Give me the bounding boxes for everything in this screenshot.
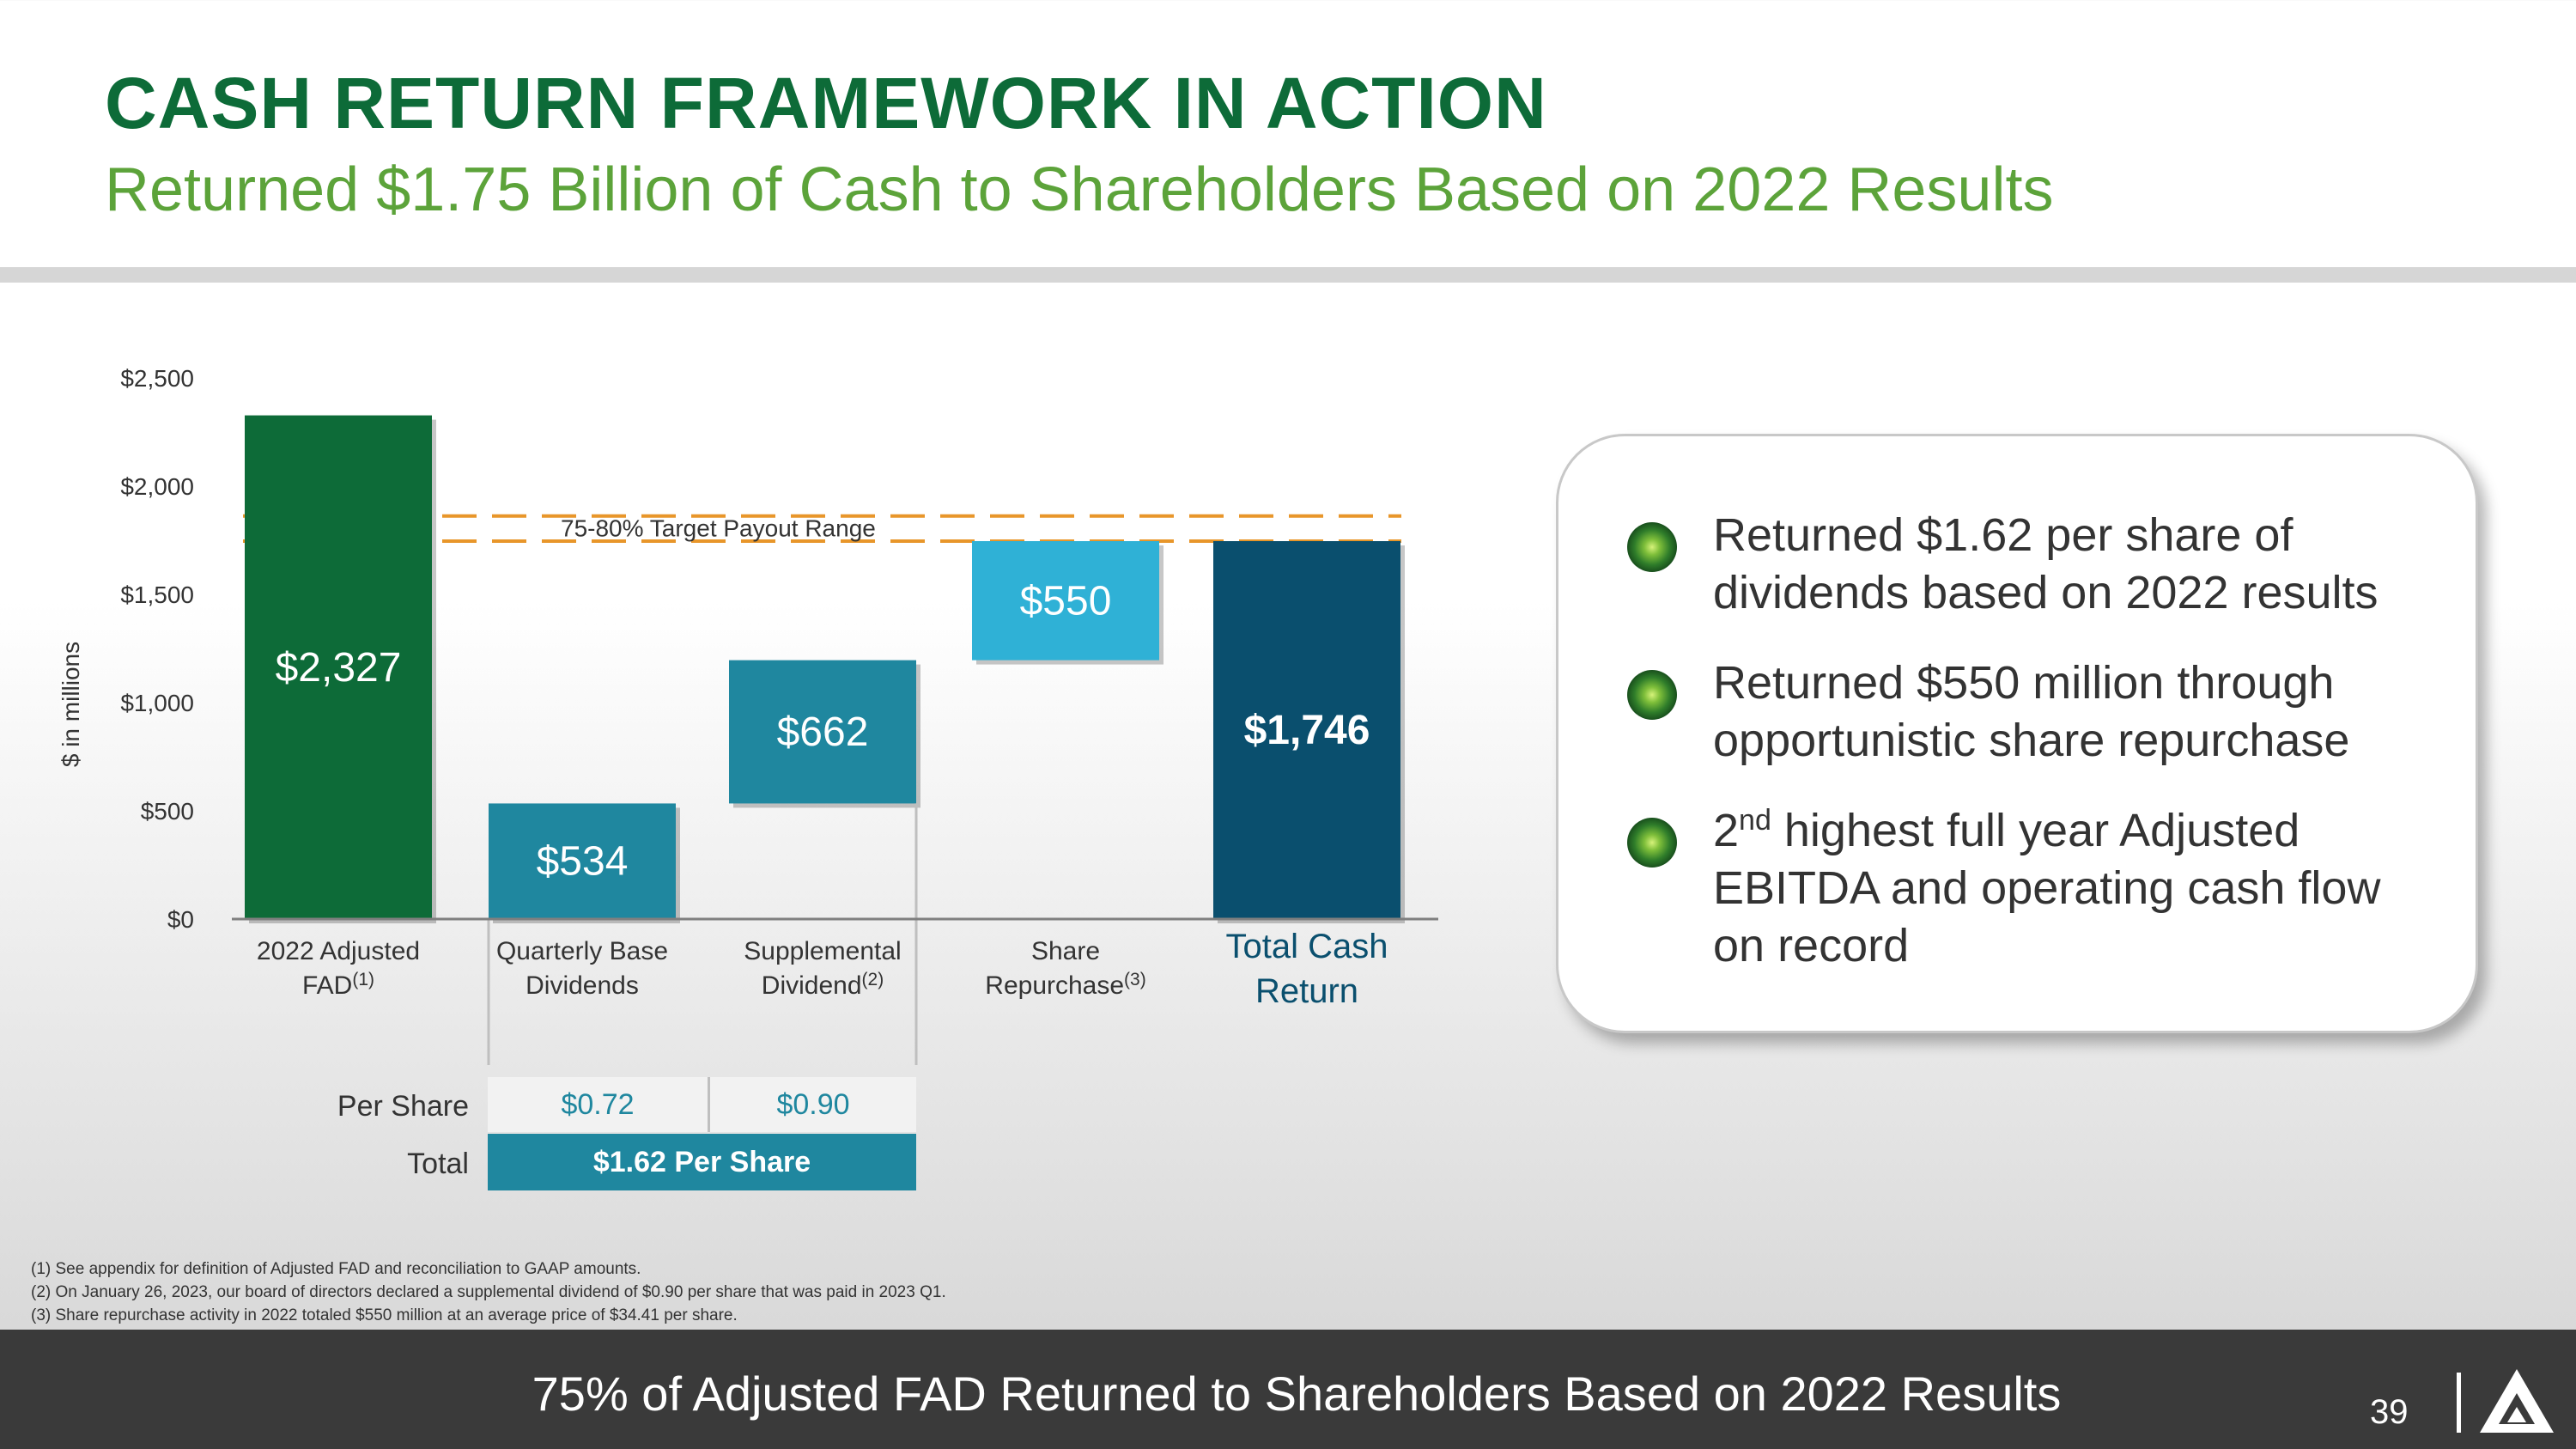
category-label: Quarterly Base — [496, 937, 668, 965]
footer-takeaway: 75% of Adjusted FAD Returned to Sharehol… — [532, 1367, 2062, 1421]
bar — [729, 660, 916, 804]
target-range: 75-80% Target Payout Range — [243, 514, 1401, 544]
bar-value-label: $534 — [537, 839, 629, 885]
bar — [1213, 541, 1400, 919]
category-label-line2: Dividend(2) — [762, 970, 884, 1000]
category-label: Total Cash — [1226, 928, 1388, 965]
category-label-line2: FAD(1) — [302, 970, 374, 1000]
y-tick-label: $0 — [167, 906, 194, 933]
header-divider — [0, 267, 2576, 283]
y-axis-ticks: $0 $500 $1,000 $1,500 $2,000 $2,500 — [120, 365, 194, 933]
footnote-1: (1) See appendix for definition of Adjus… — [31, 1260, 641, 1278]
highlight-repurchase: Returned $550 million through opportunis… — [1713, 657, 2350, 766]
footer-bar — [0, 1330, 2576, 1449]
y-tick-label: $1,000 — [120, 690, 194, 716]
target-range-label-bg — [550, 518, 848, 539]
bars: $2,327 $534 $662 $550 $1,746 — [245, 415, 1405, 923]
quarterly-per-share: $0.72 — [488, 1077, 710, 1132]
per-share-row-label: Per Share — [337, 1090, 469, 1123]
category-labels: 2022 Adjusted FAD(1) Quarterly Base Dividen… — [257, 928, 1388, 1010]
bullet-icon — [1627, 818, 1677, 868]
bullet-icon — [1627, 522, 1677, 572]
bar-value-label: $1,746 — [1244, 708, 1370, 753]
y-tick-label: $2,500 — [120, 365, 194, 392]
slide-subtitle: Returned $1.75 Billion of Cash to Shareh… — [105, 155, 2054, 224]
page-separator — [2457, 1373, 2461, 1433]
y-tick-label: $500 — [141, 798, 194, 825]
bar-value-label: $550 — [1020, 578, 1112, 624]
y-tick-label: $2,000 — [120, 473, 194, 500]
supplemental-per-share: $0.90 — [710, 1077, 916, 1132]
category-label-line2: Dividends — [526, 971, 639, 1000]
bar — [489, 803, 676, 919]
page-number: 39 — [2370, 1393, 2409, 1431]
category-label: Supplemental — [744, 937, 901, 965]
y-tick-label: $1,500 — [120, 581, 194, 608]
bar-value-label: $2,327 — [276, 645, 402, 691]
bar — [972, 541, 1159, 661]
footnote-3: (3) Share repurchase activity in 2022 to… — [31, 1306, 738, 1324]
key-highlights-callout: Returned $1.62 per share of dividends ba… — [1556, 434, 2478, 1033]
company-logo-icon — [2480, 1369, 2554, 1433]
target-range-label: 75-80% Target Payout Range — [561, 514, 876, 541]
highlight-ebitda: 2nd highest full year Adjusted EBITDA an… — [1713, 804, 2381, 971]
category-label-line2: Return — [1255, 972, 1358, 1010]
category-label-line2: Repurchase(3) — [985, 970, 1145, 1000]
slide-title: CASH RETURN FRAMEWORK IN ACTION — [105, 63, 1547, 143]
total-row-label: Total — [407, 1148, 469, 1180]
bar — [245, 415, 432, 919]
footnote-2: (2) On January 26, 2023, our board of di… — [31, 1283, 946, 1301]
category-label: Share — [1031, 937, 1100, 965]
connector-lines — [487, 803, 918, 1065]
bullet-icon — [1627, 670, 1677, 720]
waterfall-chart: $0 $500 $1,000 $1,500 $2,000 $2,500 $ in mill… — [58, 365, 1438, 1065]
total-per-share: $1.62 Per Share — [488, 1134, 916, 1190]
y-axis-label: $ in millions — [58, 642, 84, 767]
category-label: 2022 Adjusted — [257, 937, 420, 965]
highlight-dividends: Returned $1.62 per share of dividends ba… — [1713, 509, 2379, 618]
bar-value-label: $662 — [777, 709, 869, 755]
